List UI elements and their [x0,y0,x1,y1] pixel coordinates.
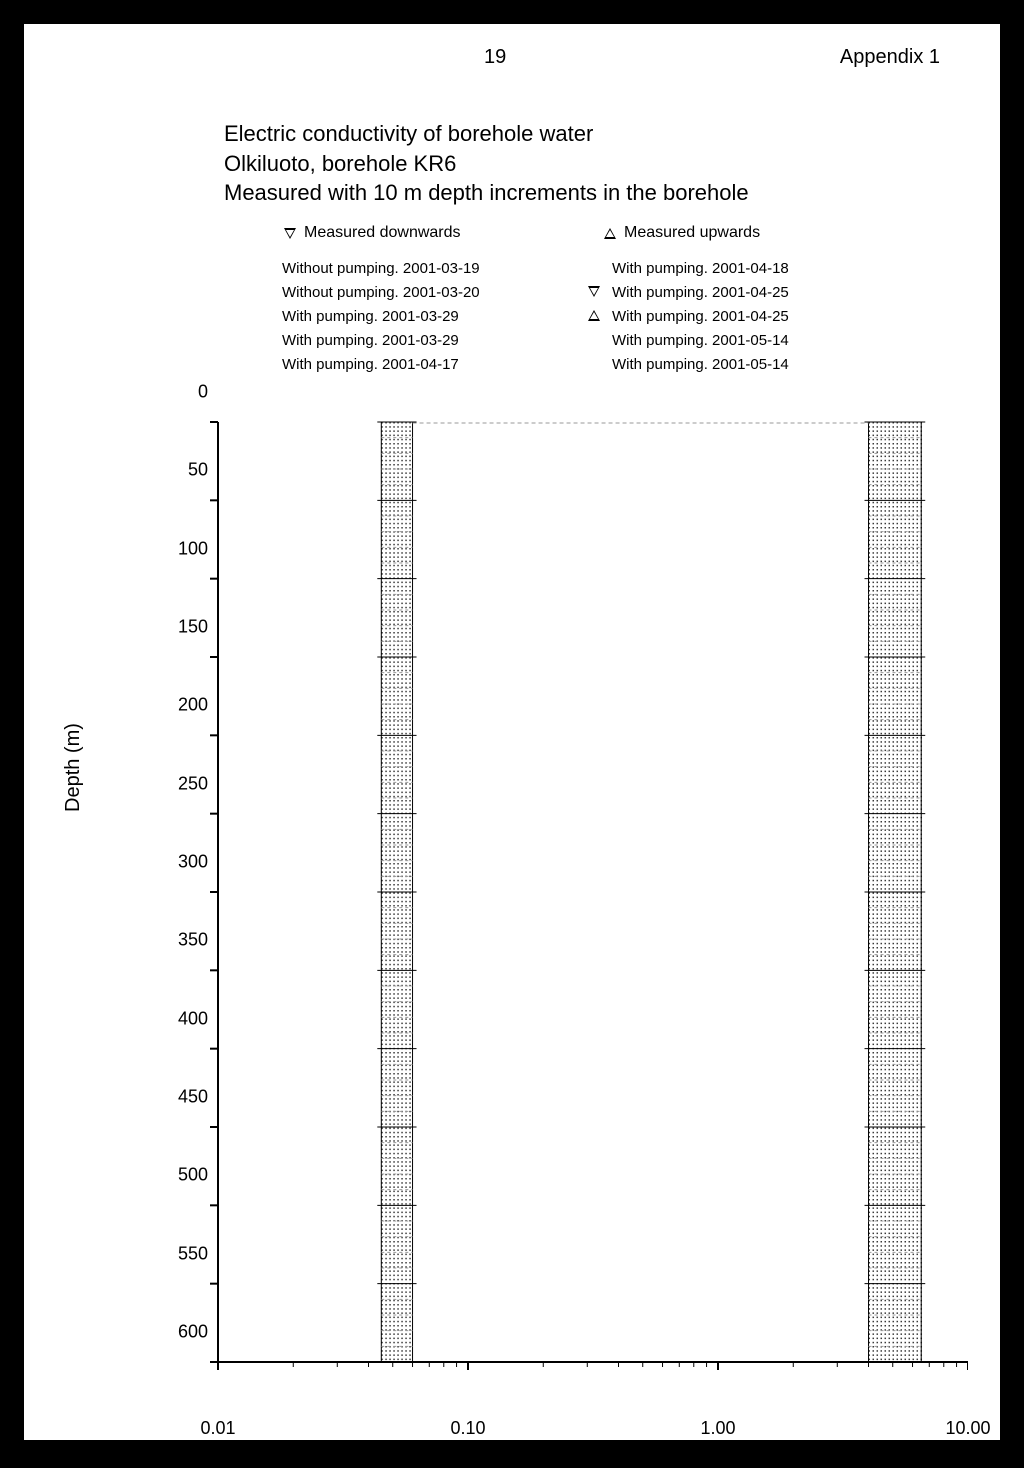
y-tick-600: 600 [148,1322,208,1343]
legend-symbol [584,308,604,325]
legend-symbol [584,284,604,301]
page: 19 Appendix 1 Electric conductivity of b… [24,24,1000,1440]
y-tick-50: 50 [148,460,208,481]
legend-text: With pumping. 2001-03-29 [282,308,459,325]
legend-text: With pumping. 2001-05-14 [612,332,789,349]
legend-item-left-1: Without pumping. 2001-03-20 [254,280,564,304]
legend-col-right: With pumping. 2001-04-18 With pumping. 20… [584,256,914,376]
legend-text: With pumping. 2001-03-29 [282,332,459,349]
x-tick-0.10: 0.10 [450,1418,485,1439]
legend-text: With pumping. 2001-04-25 [612,284,789,301]
y-tick-400: 400 [148,1008,208,1029]
page-number: 19 [484,46,506,69]
y-tick-450: 450 [148,1087,208,1108]
y-tick-100: 100 [148,538,208,559]
chart-area: Depth (m) Electric conductivity (S/m, 25… [108,392,968,1412]
legend-item-right-1: With pumping. 2001-04-25 [584,280,914,304]
x-tick-10.00: 10.00 [945,1418,990,1439]
legend-item-left-0: Without pumping. 2001-03-19 [254,256,564,280]
legend-down: Measured downwards [284,224,461,242]
title-line-1: Electric conductivity of borehole water [224,119,944,149]
legend-item-left-4: With pumping. 2001-04-17 [254,352,564,376]
y-tick-150: 150 [148,617,208,638]
conductivity-depth-chart [108,392,968,1412]
title-line-2: Olkiluoto, borehole KR6 [224,149,944,179]
legend-item-left-2: With pumping. 2001-03-29 [254,304,564,328]
legend-item-right-4: With pumping. 2001-05-14 [584,352,914,376]
y-tick-500: 500 [148,1165,208,1186]
y-tick-550: 550 [148,1243,208,1264]
legend-text: Without pumping. 2001-03-20 [282,284,480,301]
y-tick-200: 200 [148,695,208,716]
x-tick-1.00: 1.00 [700,1418,735,1439]
legend-text: Without pumping. 2001-03-19 [282,260,480,277]
legend-up-label: Measured upwards [624,224,760,242]
legend-text: With pumping. 2001-05-14 [612,356,789,373]
legend-text: With pumping. 2001-04-25 [612,308,789,325]
y-tick-250: 250 [148,773,208,794]
legend-header: Measured downwards Measured upwards [284,224,934,244]
y-tick-350: 350 [148,930,208,951]
legend-text: With pumping. 2001-04-17 [282,356,459,373]
title-line-3: Measured with 10 m depth increments in t… [224,178,944,208]
legend-item-left-3: With pumping. 2001-03-29 [254,328,564,352]
legend-item-right-0: With pumping. 2001-04-18 [584,256,914,280]
triangle-down-icon [284,228,296,239]
triangle-down-icon [588,286,600,297]
legend-item-right-2: With pumping. 2001-04-25 [584,304,914,328]
triangle-up-icon [588,310,600,321]
legend-down-label: Measured downwards [304,224,461,242]
y-tick-300: 300 [148,852,208,873]
x-axis-label: Electric conductivity (S/m, 25°C) [408,1445,694,1468]
triangle-up-icon [604,228,616,239]
section-label: Appendix 1 [840,46,940,69]
legend-up: Measured upwards [604,224,760,242]
legend-col-left: Without pumping. 2001-03-19 Without pumpi… [254,256,564,376]
y-axis-label: Depth (m) [62,723,85,812]
y-tick-0: 0 [148,382,208,403]
title-block: Electric conductivity of borehole water … [224,119,944,208]
x-tick-0.01: 0.01 [200,1418,235,1439]
legend-text: With pumping. 2001-04-18 [612,260,789,277]
legend-item-right-3: With pumping. 2001-05-14 [584,328,914,352]
